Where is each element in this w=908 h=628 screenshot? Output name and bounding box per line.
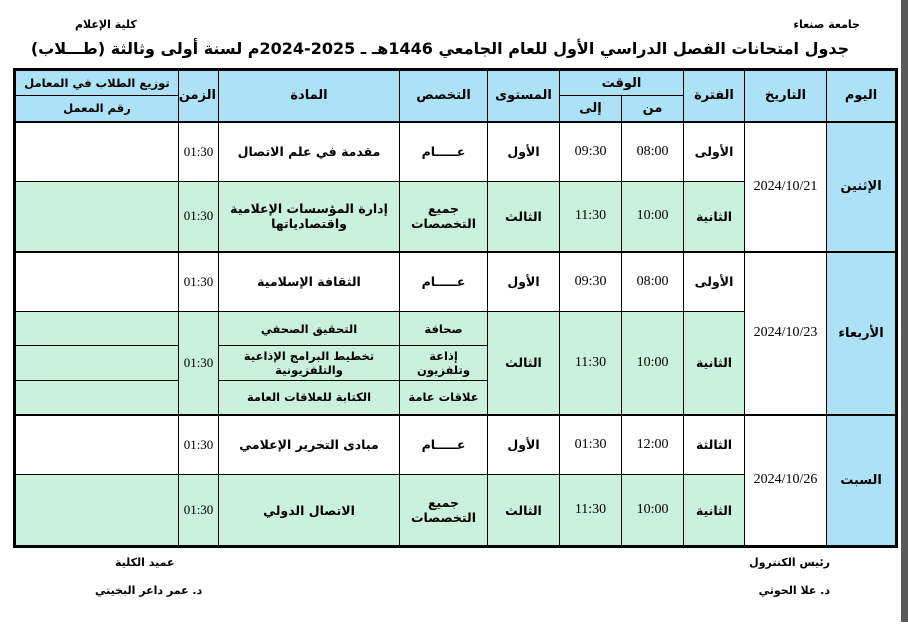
- time-from-cell: 10:00: [621, 474, 685, 547]
- time-to-cell: 09:30: [558, 250, 623, 312]
- control-head-name: د. علا الحوثي: [758, 584, 830, 597]
- level-cell: الأول: [487, 413, 560, 475]
- period-cell: الأولى: [683, 120, 746, 182]
- time-from-cell: 10:00: [621, 181, 685, 252]
- time-to-cell: 11:30: [558, 181, 623, 252]
- date-cell: 2024/10/21: [744, 120, 828, 252]
- labs-cell: [14, 120, 179, 182]
- specialization-cell: جميع التخصصات: [399, 181, 488, 252]
- specialization-cell: عـــــام: [399, 120, 488, 182]
- specialization-cell: إذاعة وتلفزيون: [399, 345, 488, 381]
- duration-cell: 01:30: [178, 474, 219, 547]
- subject-cell: التحقيق الصحفي: [218, 311, 400, 346]
- subject-cell: مقدمة في علم الاتصال: [218, 120, 400, 182]
- subject-cell: إدارة المؤسسات الإعلامية واقتصادياتها: [218, 181, 400, 252]
- header-row-top: اليوم التاريخ الفترة الوقت المستوى التخص…: [14, 69, 898, 122]
- dean-title: عميد الكلية: [115, 556, 175, 569]
- specialization-cell: صحافة: [399, 311, 488, 346]
- table-row: الإثنين 2024/10/21 الأولى 08:00 09:30 ال…: [14, 120, 898, 252]
- table-row: الثانية 10:00 11:30 الثالث صحافة التحقيق…: [14, 311, 897, 415]
- header-row-bottom: من إلى رقم المعمل: [14, 95, 897, 122]
- header-level: المستوى: [487, 69, 560, 122]
- subject-cell: الكتابة للعلاقات العامة: [218, 380, 400, 415]
- university-name: جامعة صنعاء: [793, 18, 860, 31]
- labs-cell: [14, 413, 179, 475]
- duration-cell: 01:30: [178, 413, 219, 475]
- labs-cell: [14, 250, 179, 312]
- subject-cell: الاتصال الدولي: [218, 474, 400, 547]
- time-from-cell: 08:00: [621, 250, 685, 312]
- labs-cell: [14, 380, 179, 415]
- table-row: الثانية 10:00 11:30 الثالث جميع التخصصات…: [14, 181, 897, 252]
- period-cell: الثانية: [683, 181, 746, 252]
- date-cell: 2024/10/26: [744, 413, 828, 547]
- day-cell: الأربعاء: [826, 250, 898, 415]
- specialization-cell: علاقات عامة: [399, 380, 488, 415]
- header-time-from: من: [621, 95, 685, 122]
- college-name: كلية الإعلام: [75, 18, 137, 31]
- level-cell: الأول: [487, 250, 560, 312]
- specialization-cell: عـــــام: [399, 250, 488, 312]
- date-cell: 2024/10/23: [744, 250, 828, 415]
- duration-cell: 01:30: [178, 120, 219, 182]
- table-row: الثانية 10:00 11:30 الثالث جميع التخصصات…: [14, 474, 897, 547]
- time-to-cell: 09:30: [558, 120, 623, 182]
- header-subject: المادة: [218, 69, 400, 122]
- header-time: الوقت: [558, 69, 685, 96]
- subject-cell: تخطيط البرامج الإذاعية والتلفزيونية: [218, 345, 400, 381]
- time-from-cell: 10:00: [621, 311, 685, 415]
- time-to-cell: 11:30: [558, 474, 623, 547]
- header-date: التاريخ: [744, 69, 828, 122]
- labs-cell: [14, 311, 179, 346]
- period-cell: الثالثة: [683, 413, 746, 475]
- level-cell: الثالث: [487, 181, 560, 252]
- duration-cell: 01:30: [178, 250, 219, 312]
- exam-schedule-table: اليوم التاريخ الفترة الوقت المستوى التخص…: [13, 68, 899, 548]
- subject-cell: الثقافة الإسلامية: [218, 250, 400, 312]
- day-cell: الإثنين: [826, 120, 898, 252]
- day-cell: السبت: [826, 413, 898, 547]
- table-row: السبت 2024/10/26 الثالثة 12:00 01:30 الأ…: [14, 413, 898, 547]
- control-head-title: رئيس الكنترول: [749, 556, 830, 569]
- header-duration: الزمن: [178, 69, 219, 122]
- table-row: إذاعة وتلفزيون تخطيط البرامج الإذاعية وا…: [14, 345, 897, 381]
- period-cell: الأولى: [683, 250, 746, 312]
- period-cell: الثانية: [683, 311, 746, 415]
- level-cell: الأول: [487, 120, 560, 182]
- table-row: علاقات عامة الكتابة للعلاقات العامة: [14, 380, 897, 415]
- period-cell: الثانية: [683, 474, 746, 547]
- labs-cell: [14, 474, 179, 547]
- header-period: الفترة: [683, 69, 746, 122]
- duration-cell: 01:30: [178, 181, 219, 252]
- dean-name: د. عمر داعر البخيتي: [95, 584, 203, 597]
- page-title: جدول امتحانات الفصل الدراسي الأول للعام …: [30, 39, 850, 58]
- header-specialization: التخصص: [399, 69, 488, 122]
- level-cell: الثالث: [487, 474, 560, 547]
- level-cell: الثالث: [487, 311, 560, 415]
- header-labs-distribution: توزيع الطلاب في المعامل: [14, 69, 179, 96]
- duration-cell: 01:30: [178, 311, 219, 415]
- header-time-to: إلى: [558, 95, 623, 122]
- header-lab-number: رقم المعمل: [14, 95, 179, 122]
- scan-edge-strip: [901, 0, 908, 622]
- schedule-table: اليوم التاريخ الفترة الوقت المستوى التخص…: [13, 68, 899, 548]
- time-from-cell: 12:00: [621, 413, 685, 475]
- time-from-cell: 08:00: [621, 120, 685, 182]
- header-day: اليوم: [826, 69, 898, 122]
- labs-cell: [14, 181, 179, 252]
- time-to-cell: 11:30: [558, 311, 623, 415]
- specialization-cell: جميع التخصصات: [399, 474, 488, 547]
- subject-cell: مبادى التحرير الإعلامي: [218, 413, 400, 475]
- specialization-cell: عـــــام: [399, 413, 488, 475]
- table-row: الأربعاء 2024/10/23 الأولى 08:00 09:30 ا…: [14, 250, 898, 415]
- labs-cell: [14, 345, 179, 381]
- time-to-cell: 01:30: [558, 413, 623, 475]
